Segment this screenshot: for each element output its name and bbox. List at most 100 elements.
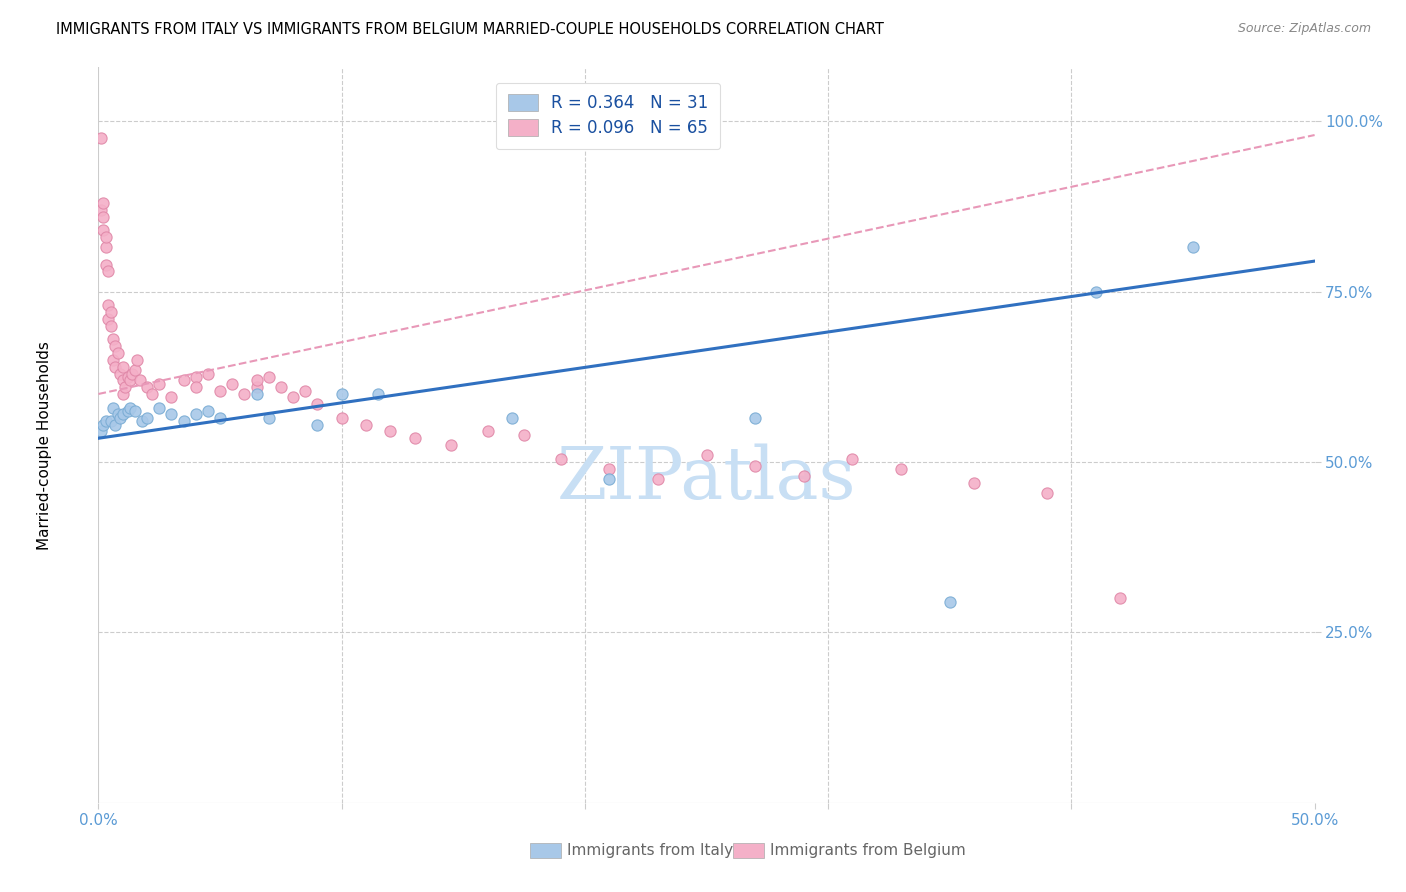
Point [121, 367, 143, 381]
Point [131, 414, 153, 428]
Point [233, 387, 256, 401]
Point [91, 223, 114, 237]
FancyBboxPatch shape [734, 843, 763, 858]
Point [245, 380, 267, 394]
Point [197, 404, 219, 418]
Point [598, 462, 620, 476]
Point [939, 595, 962, 609]
Point [97, 312, 120, 326]
Point [501, 410, 523, 425]
Point [118, 373, 141, 387]
Point [696, 448, 718, 462]
Point [94, 414, 117, 428]
Text: ZIPatlas: ZIPatlas [557, 443, 856, 515]
Point [307, 397, 329, 411]
Point [440, 438, 463, 452]
Point [160, 408, 183, 422]
Point [104, 417, 127, 432]
Point [173, 373, 195, 387]
Point [744, 410, 766, 425]
Point [1084, 285, 1107, 299]
Point [367, 387, 389, 401]
Point [963, 475, 986, 490]
Point [90, 131, 112, 145]
Point [1182, 240, 1205, 254]
Point [184, 408, 207, 422]
Point [550, 451, 572, 466]
Point [380, 425, 402, 439]
Text: Source: ZipAtlas.com: Source: ZipAtlas.com [1237, 22, 1371, 36]
Point [124, 363, 146, 377]
Point [107, 408, 129, 422]
Point [100, 414, 122, 428]
Point [94, 230, 117, 244]
Point [90, 202, 112, 217]
Text: IMMIGRANTS FROM ITALY VS IMMIGRANTS FROM BELGIUM MARRIED-COUPLE HOUSEHOLDS CORRE: IMMIGRANTS FROM ITALY VS IMMIGRANTS FROM… [56, 22, 884, 37]
Point [184, 380, 207, 394]
Point [513, 427, 536, 442]
Point [118, 401, 141, 415]
Point [114, 380, 136, 394]
Point [91, 417, 114, 432]
Point [404, 431, 426, 445]
Point [221, 376, 243, 391]
Point [890, 462, 912, 476]
Point [101, 333, 124, 347]
Legend: R = 0.364   N = 31, R = 0.096   N = 65: R = 0.364 N = 31, R = 0.096 N = 65 [496, 83, 720, 149]
Point [330, 410, 353, 425]
Point [97, 298, 120, 312]
Point [111, 373, 134, 387]
Point [101, 352, 124, 367]
Point [124, 404, 146, 418]
Point [94, 258, 117, 272]
Point [209, 410, 232, 425]
Point [793, 468, 815, 483]
Point [101, 401, 124, 415]
Point [97, 264, 120, 278]
Point [111, 359, 134, 374]
Point [141, 387, 163, 401]
Point [598, 472, 620, 486]
Point [110, 410, 132, 425]
Point [104, 359, 127, 374]
Point [91, 210, 114, 224]
Point [148, 376, 170, 391]
Point [209, 384, 232, 398]
Point [94, 240, 117, 254]
Point [117, 404, 139, 418]
Point [100, 318, 122, 333]
Point [841, 451, 863, 466]
Point [245, 373, 267, 387]
Point [647, 472, 669, 486]
Point [127, 352, 149, 367]
Point [100, 305, 122, 319]
Point [281, 390, 304, 404]
Point [128, 373, 150, 387]
Point [91, 196, 114, 211]
Point [173, 414, 195, 428]
Point [136, 410, 159, 425]
Point [90, 425, 112, 439]
Point [160, 390, 183, 404]
Point [111, 387, 134, 401]
Point [330, 387, 353, 401]
Point [117, 370, 139, 384]
Point [104, 339, 127, 353]
Point [197, 367, 219, 381]
Point [136, 380, 159, 394]
Point [107, 346, 129, 360]
Point [257, 370, 280, 384]
Point [744, 458, 766, 473]
Point [111, 408, 134, 422]
Point [1109, 591, 1132, 606]
Point [148, 401, 170, 415]
Point [110, 367, 132, 381]
Point [477, 425, 499, 439]
Point [354, 417, 377, 432]
Text: Immigrants from Belgium: Immigrants from Belgium [769, 843, 966, 858]
Point [307, 417, 329, 432]
Point [245, 387, 267, 401]
FancyBboxPatch shape [530, 843, 561, 858]
Point [294, 384, 316, 398]
Text: Married-couple Households: Married-couple Households [38, 342, 52, 550]
